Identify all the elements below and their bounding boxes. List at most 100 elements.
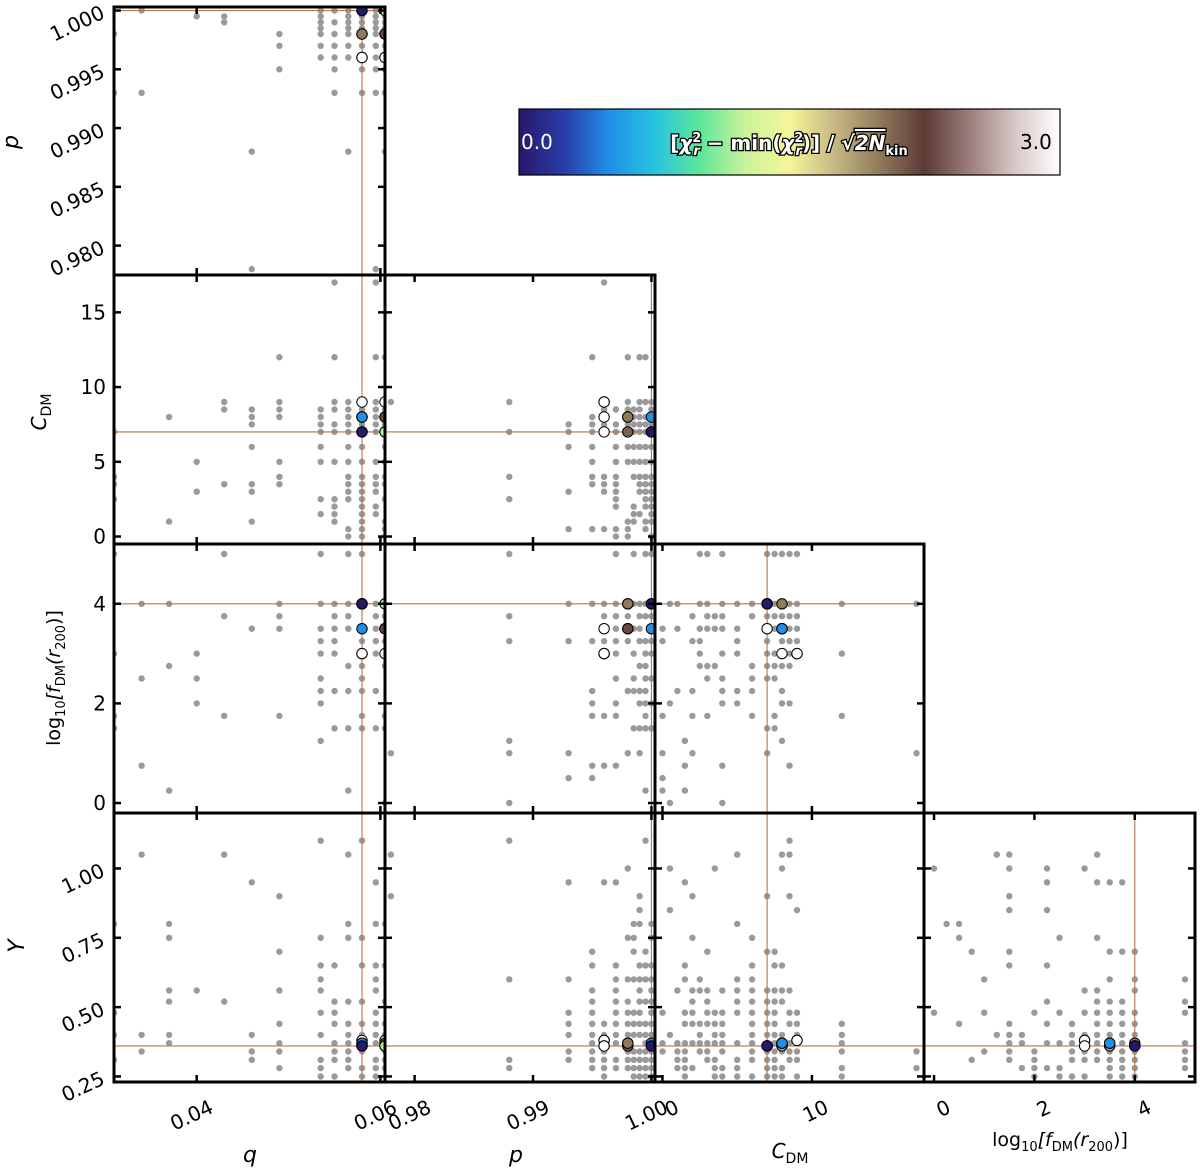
sampled-model-point [612, 421, 620, 428]
sampled-model-point [248, 518, 255, 525]
sampled-model-point [165, 1031, 173, 1039]
sampled-model-point [506, 750, 513, 757]
sampled-model-point [1081, 1073, 1088, 1080]
colorbar-title-chi2: χ [781, 131, 796, 155]
sampled-model-point [1006, 962, 1013, 969]
sampled-model-point [704, 948, 711, 955]
sampled-model-point [345, 458, 352, 465]
sampled-model-point [317, 675, 324, 682]
sampled-model-point [642, 1020, 649, 1027]
sampled-model-point [771, 1040, 778, 1047]
sampled-model-point [636, 920, 643, 928]
sampled-model-point [636, 481, 643, 488]
sampled-model-point [317, 25, 324, 32]
highlighted-model-point [356, 51, 368, 64]
sampled-model-point [1106, 976, 1113, 983]
sampled-model-point [248, 1048, 255, 1055]
sampled-model-point [793, 613, 801, 620]
sampled-model-point [372, 25, 379, 32]
sampled-model-point [624, 533, 631, 540]
y-tick-label: 1.000 [46, 0, 108, 46]
sampled-model-point [1006, 948, 1013, 955]
y-tick-label: 0 [93, 525, 106, 549]
sampled-model-point [793, 550, 801, 558]
sampled-model-point [317, 54, 324, 61]
sampled-model-point [711, 1056, 718, 1064]
colorbar-title-sqrt-sign: √ [841, 131, 855, 155]
sampled-model-point [1119, 1064, 1126, 1072]
sampled-model-point [1093, 1009, 1101, 1016]
highlighted-model-point [598, 1040, 610, 1052]
sampled-model-point [589, 687, 596, 695]
sampled-model-point [636, 613, 643, 620]
sampled-model-point [734, 976, 741, 983]
sampled-model-point [317, 987, 324, 994]
sampled-model-point [636, 976, 643, 983]
sampled-model-point [372, 1020, 379, 1027]
sampled-model-point [612, 879, 620, 886]
sampled-model-point [696, 1048, 703, 1055]
sampled-model-point [138, 851, 145, 858]
sampled-model-point [331, 613, 338, 620]
sampled-model-point [193, 13, 200, 20]
sampled-model-point [748, 1073, 756, 1080]
sampled-model-point [589, 525, 596, 533]
sampled-model-point [276, 66, 283, 73]
sampled-model-point [719, 799, 726, 807]
sampled-model-point [630, 675, 637, 682]
sampled-model-point [345, 1020, 352, 1027]
sampled-model-point [1068, 1040, 1076, 1047]
sampled-model-point [659, 750, 666, 757]
highlighted-model-point [622, 426, 634, 438]
sampled-model-point [345, 625, 352, 632]
sampled-model-point [642, 948, 649, 955]
sampled-model-point [748, 1040, 756, 1047]
sampled-model-point [711, 1073, 718, 1080]
sampled-model-point [372, 613, 379, 620]
sampled-model-point [331, 687, 338, 695]
sampled-model-point [1006, 851, 1013, 858]
sampled-model-point [930, 1009, 938, 1016]
sampled-model-point [165, 1040, 173, 1047]
sampled-model-point [689, 687, 696, 695]
y-tick-label: 15 [81, 300, 106, 324]
sampled-model-point [1006, 1056, 1013, 1064]
sampled-model-point [1119, 948, 1126, 955]
y-label-fdm: log10[fDM(r200)] [43, 610, 69, 746]
sampled-model-point [331, 1073, 338, 1080]
sampled-model-point [345, 525, 352, 533]
sampled-model-point [624, 1064, 631, 1072]
x-label-fdm-mid-sub: DM [1052, 1140, 1073, 1155]
sampled-model-point [636, 687, 643, 695]
sampled-model-point [317, 1031, 324, 1039]
sampled-model-point [331, 725, 338, 732]
y-tick-label: 2 [93, 691, 106, 715]
sampled-model-point [1181, 998, 1189, 1005]
highlighted-model-point [776, 623, 788, 635]
highlighted-model-point [622, 598, 634, 610]
sampled-model-point [331, 650, 338, 657]
sampled-model-point [748, 1048, 756, 1055]
sampled-model-point [387, 750, 395, 757]
panel-points [114, 7, 385, 275]
sampled-model-point [793, 1073, 801, 1080]
sampled-model-point [793, 1009, 801, 1016]
sampled-model-point [1031, 1056, 1038, 1064]
panel-points [655, 813, 924, 1082]
sampled-model-point [642, 503, 649, 510]
sampled-model-point [734, 637, 741, 645]
sampled-model-point [317, 443, 324, 451]
sampled-model-point [642, 662, 649, 670]
sampled-model-point [1081, 865, 1088, 872]
sampled-model-point [345, 473, 352, 480]
sampled-model-point [1119, 1056, 1126, 1064]
sampled-model-point [624, 458, 631, 465]
sampled-model-point [221, 851, 228, 858]
sampled-model-point [345, 481, 352, 488]
panel-points [655, 544, 924, 813]
sampled-model-point [734, 1056, 741, 1064]
sampled-model-point [630, 406, 637, 413]
sampled-model-point [642, 998, 649, 1005]
sampled-model-point [138, 675, 145, 682]
sampled-model-point [506, 799, 513, 807]
